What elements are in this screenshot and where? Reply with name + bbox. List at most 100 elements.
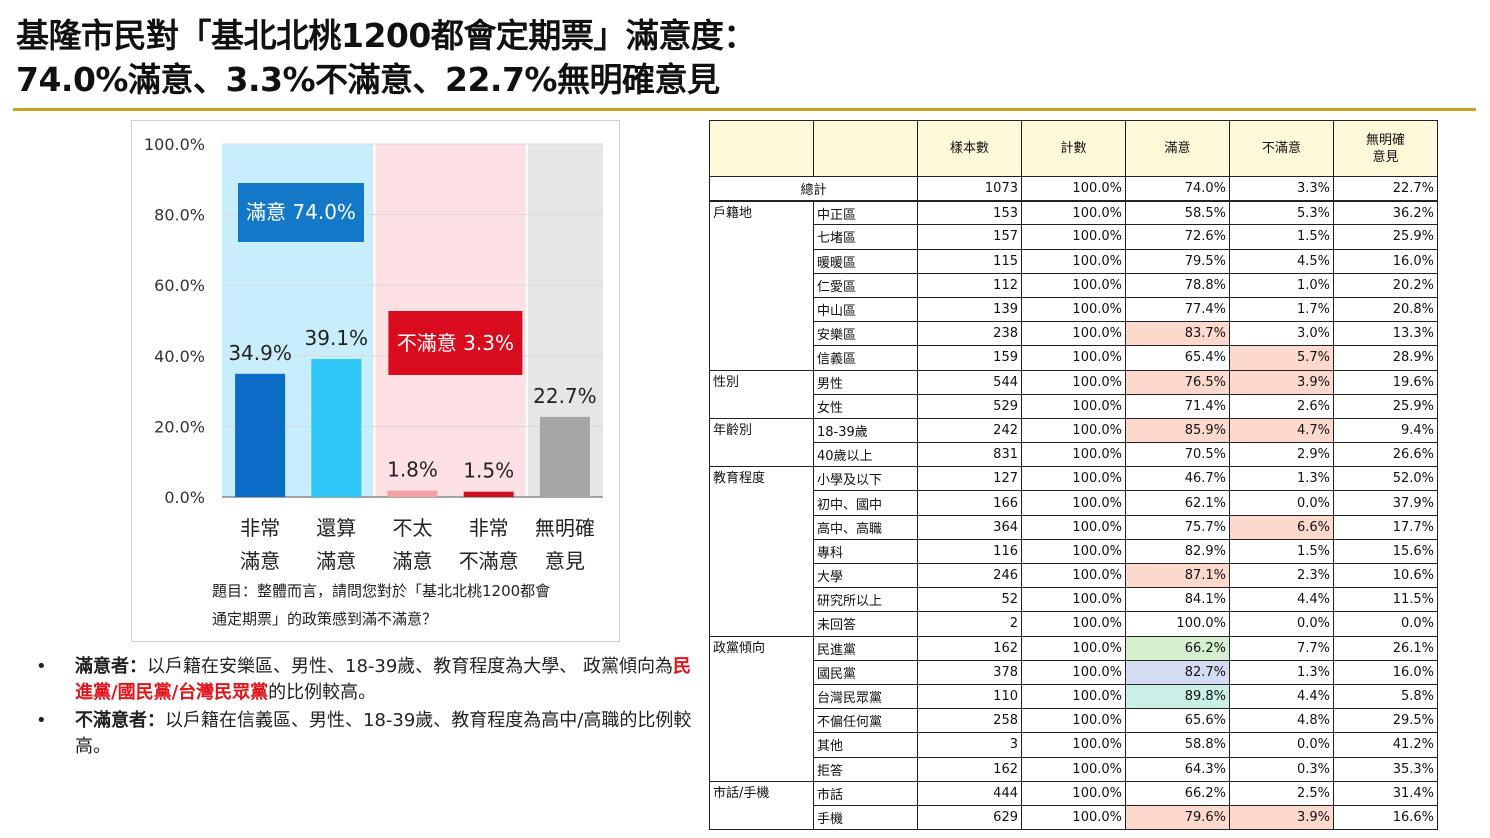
table-cell: 6.6% xyxy=(1229,514,1334,540)
table-cell: 65.4% xyxy=(1125,345,1230,371)
column-header: 樣本數 xyxy=(917,120,1022,177)
column-header xyxy=(813,120,918,177)
findings-list: • 滿意者：以戶籍在安樂區、男性、18-39歲、教育程度為大學、 政黨傾向為民進… xyxy=(36,654,706,762)
table-row: 專科 116 100.0% 82.9% 1.5% 15.6% xyxy=(710,538,1438,565)
table-cell: 78.8% xyxy=(1125,272,1230,298)
table-cell: 79.6% xyxy=(1125,804,1230,831)
column-header: 滿意 xyxy=(1125,120,1230,177)
bar xyxy=(311,358,362,497)
table-row: 年齡別 18-39歲 242 100.0% 85.9% 4.7% 9.4% xyxy=(709,417,1438,468)
table-cell: 26.6% xyxy=(1333,442,1438,468)
table-cell: 100.0% xyxy=(1021,296,1126,323)
table-cell: 71.4% xyxy=(1125,393,1230,419)
table-cell: 7.7% xyxy=(1229,635,1334,661)
row-label: 18-39歲 xyxy=(813,417,918,444)
table-cell: 139 xyxy=(917,296,1022,323)
group-label: 戶籍地 xyxy=(709,200,814,371)
table-cell: 66.2% xyxy=(1125,635,1230,661)
data-label: 22.7% xyxy=(533,384,597,408)
table-cell: 1073 xyxy=(917,175,1022,202)
group-label: 性別 xyxy=(709,369,814,419)
table-cell: 100.0% xyxy=(1021,345,1126,371)
table-cell: 5.8% xyxy=(1333,683,1438,710)
table-cell: 166 xyxy=(917,490,1022,516)
table-row: 國民黨 378 100.0% 82.7% 1.3% 16.0% xyxy=(710,659,1438,685)
table-row: 高中、高職 364 100.0% 75.7% 6.6% 17.7% xyxy=(710,514,1438,540)
table-cell: 65.6% xyxy=(1125,708,1230,734)
table-cell: 242 xyxy=(917,417,1022,444)
table-cell: 74.0% xyxy=(1125,175,1230,202)
question-line-2: 通定期票」的政策感到滿不滿意？ xyxy=(212,610,438,628)
table-cell: 100.0% xyxy=(1021,780,1126,806)
table-cell: 25.9% xyxy=(1333,393,1438,419)
table-cell: 75.7% xyxy=(1125,514,1230,540)
table-cell: 159 xyxy=(917,345,1022,371)
table-cell: 100.0% xyxy=(1021,369,1126,395)
table-cell: 115 xyxy=(917,248,1022,274)
table-row: 手機 629 100.0% 79.6% 3.9% 16.6% xyxy=(710,804,1438,831)
bar xyxy=(235,373,286,497)
table-cell: 246 xyxy=(917,562,1022,589)
finding-satisfied-text: 以戶籍在安樂區、男性、18-39歲、教育程度為大學、 政黨傾向為 xyxy=(147,656,674,677)
finding-dissatisfied-text: 以戶籍在信義區、男性、18-39歲、教育程度為高中/高職的比例較高。 xyxy=(75,710,692,757)
table-cell: 64.3% xyxy=(1125,756,1230,782)
table-row: 七堵區 157 100.0% 72.6% 1.5% 25.9% xyxy=(710,224,1438,250)
row-label: 小學及以下 xyxy=(813,466,918,492)
x-tick-label: 滿意 xyxy=(316,549,356,573)
table-cell: 5.3% xyxy=(1229,200,1334,226)
table-cell: 100.0% xyxy=(1021,200,1126,226)
table-cell: 100.0% xyxy=(1021,272,1126,298)
table-cell: 3.3% xyxy=(1229,175,1334,202)
table-cell: 3.9% xyxy=(1229,369,1334,395)
table-cell: 100.0% xyxy=(1021,417,1126,444)
finding-satisfied-tail: 的比例較高。 xyxy=(268,682,377,703)
column-header: 無明確 意見 xyxy=(1333,120,1438,177)
table-cell: 100.0% xyxy=(1021,321,1126,347)
y-tick-label: 100.0% xyxy=(144,135,205,154)
x-tick-label: 無明確 xyxy=(535,516,595,540)
table-cell: 1.7% xyxy=(1229,296,1334,323)
satisfied-annotation-box xyxy=(238,183,364,242)
group-label: 市話/手機 xyxy=(709,780,814,831)
table-cell: 100.0% xyxy=(1021,224,1126,250)
table-cell: 629 xyxy=(917,804,1022,831)
question-line-1: 題目：整體而言，請問您對於「基北北桃1200都會 xyxy=(212,582,551,600)
table-cell: 13.3% xyxy=(1333,321,1438,347)
table-cell: 28.9% xyxy=(1333,345,1438,371)
title-line-1: 基隆市民對「基北北桃1200都會定期票」滿意度： xyxy=(16,16,756,55)
table-cell: 2 xyxy=(917,611,1022,637)
table-cell: 52 xyxy=(917,587,1022,613)
table-cell: 444 xyxy=(917,780,1022,806)
table-cell: 100.0% xyxy=(1021,442,1126,468)
data-label: 39.1% xyxy=(305,326,369,350)
table-cell: 37.9% xyxy=(1333,490,1438,516)
table-cell: 58.5% xyxy=(1125,200,1230,226)
table-cell: 2.3% xyxy=(1229,562,1334,589)
table-cell: 85.9% xyxy=(1125,417,1230,444)
table-cell: 36.2% xyxy=(1333,200,1438,226)
table-row: 女性 529 100.0% 71.4% 2.6% 25.9% xyxy=(710,393,1438,419)
table-cell: 16.6% xyxy=(1333,804,1438,831)
table-row: 中山區 139 100.0% 77.4% 1.7% 20.8% xyxy=(710,296,1438,323)
table-cell: 4.5% xyxy=(1229,248,1334,274)
column-header: 不滿意 xyxy=(1229,120,1334,177)
table-cell: 100.0% xyxy=(1021,248,1126,274)
table-row: 性別 男性 544 100.0% 76.5% 3.9% 19.6% xyxy=(709,369,1438,419)
table-cell: 100.0% xyxy=(1021,708,1126,734)
bar xyxy=(539,416,590,497)
table-row: 戶籍地 中正區 153 100.0% 58.5% 5.3% 36.2% xyxy=(709,200,1438,371)
crosstab-table-wrap: 樣本數 計數 滿意 不滿意 無明確 意見 總計 1073 100.0% 74.0% 3.3% 22.… xyxy=(709,120,1438,831)
y-tick-label: 80.0% xyxy=(154,206,205,225)
table-cell: 116 xyxy=(917,538,1022,565)
table-cell: 35.3% xyxy=(1333,756,1438,782)
table-cell: 100.0% xyxy=(1021,490,1126,516)
table-cell: 1.5% xyxy=(1229,538,1334,565)
table-cell: 22.7% xyxy=(1333,175,1438,202)
dissatisfied-annotation: 不滿意 3.3% xyxy=(397,331,514,355)
row-label: 初中、國中 xyxy=(813,490,918,516)
table-cell: 112 xyxy=(917,272,1022,298)
table-cell: 100.0% xyxy=(1021,611,1126,637)
table-cell: 100.0% xyxy=(1125,611,1230,637)
row-label: 研究所以上 xyxy=(813,587,918,613)
bar xyxy=(387,490,438,497)
